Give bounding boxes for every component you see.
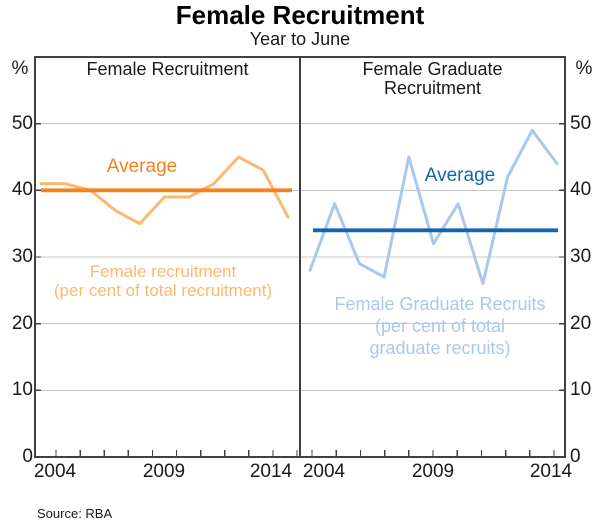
source-note: Source: RBA [37,506,113,521]
series-label-left: Female recruitment (per cent of total re… [54,262,272,300]
series-label-left-line1: Female recruitment [89,262,237,281]
y-tick-label-right-0: 0 [570,446,581,467]
x-tick-label-right-2009: 2009 [411,461,455,482]
chart-subtitle: Year to June [249,29,351,49]
series-label-right-line3: graduate recruits) [369,338,511,358]
x-tick-label-right-2004: 2004 [302,461,346,482]
chart-title: Female Recruitment [175,0,425,30]
series-label-right: Female Graduate Recruits (per cent of to… [334,293,545,359]
x-tick-label-left-2009: 2009 [142,461,186,482]
y-tick-label-right-20: 20 [570,312,592,334]
y-tick-label-left-30: 30 [11,246,33,267]
panel-title-right-line1: Female Graduate [362,59,503,79]
y-tick-label-right-50: 50 [570,112,592,134]
panel-title-left: Female Recruitment [35,60,300,79]
series-label-right-line1: Female Graduate Recruits [334,294,546,314]
y-tick-label-left-40: 40 [11,179,33,201]
y-axis-unit-right: % [575,58,593,79]
average-label-right: Average [424,165,496,186]
y-tick-label-left-0: 0 [22,446,33,467]
data-line-female-recruitment [39,155,290,226]
average-label-left: Average [106,156,178,177]
y-tick-label-right-10: 10 [570,379,592,401]
y-tick-label-right-40: 40 [570,179,592,201]
y-tick-label-left-20: 20 [11,312,33,334]
panel-title-right-line2: Recruitment [383,78,482,98]
x-tick-label-left-2014: 2014 [249,461,293,482]
panel-title-left-line1: Female Recruitment [86,59,249,79]
series-label-right-line2: (per cent of total [374,316,506,336]
x-tick-label-left-2004: 2004 [33,461,77,482]
y-tick-label-right-30: 30 [570,246,592,267]
y-axis-unit-left: % [11,58,29,79]
y-tick-label-left-50: 50 [11,112,33,134]
x-tick-label-right-2014: 2014 [529,461,573,482]
y-tick-label-left-10: 10 [11,379,33,401]
data-line-female-graduate-recruits [308,128,559,286]
panel-title-right: Female Graduate Recruitment [300,60,565,98]
series-label-left-line2: (per cent of total recruitment) [53,281,273,300]
